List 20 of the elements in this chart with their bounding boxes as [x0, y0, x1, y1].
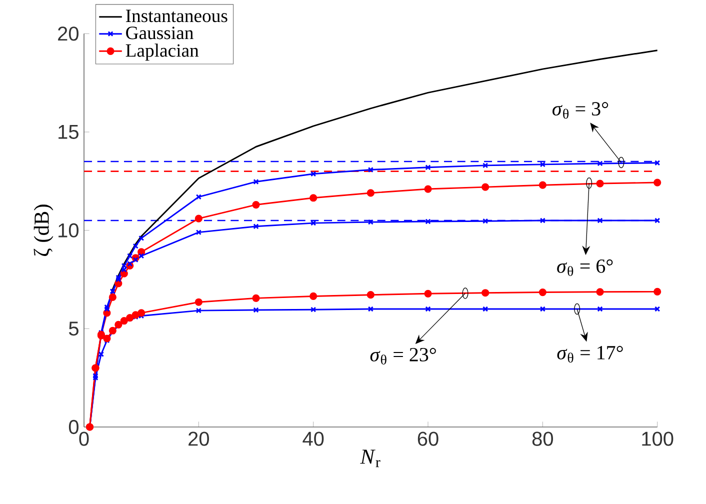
- x-axis-title: N$_{r}$: [360, 450, 380, 468]
- legend-label: Gaussian: [126, 26, 194, 40]
- x-tick-label: 60: [418, 432, 438, 446]
- x-tick-label: 100: [642, 432, 674, 446]
- y-tick-label: 5: [68, 322, 78, 336]
- legend-label: Instantaneous: [126, 10, 228, 22]
- x-tick-label: 40: [302, 432, 324, 446]
- x-tick-label: 80: [532, 432, 553, 446]
- x-tick-label: 20: [188, 432, 209, 446]
- y-axis-title: ζ (dB): [34, 204, 54, 256]
- annotation: σ$_{θ}$ = 3°: [552, 102, 608, 119]
- y-tick-label: 15: [58, 125, 78, 139]
- annotation: σ$_{θ}$ = 23°: [370, 348, 436, 365]
- y-tick-label: 20: [58, 26, 78, 41]
- annotation: σ$_{θ}$ = 6°: [557, 259, 613, 276]
- legend-label: Laplacian: [126, 44, 199, 61]
- annotation: σ$_{θ}$ = 17°: [557, 346, 623, 363]
- x-tick-label: 0: [79, 432, 89, 446]
- y-tick-label: 0: [68, 420, 78, 434]
- y-tick-label: 10: [58, 223, 78, 238]
